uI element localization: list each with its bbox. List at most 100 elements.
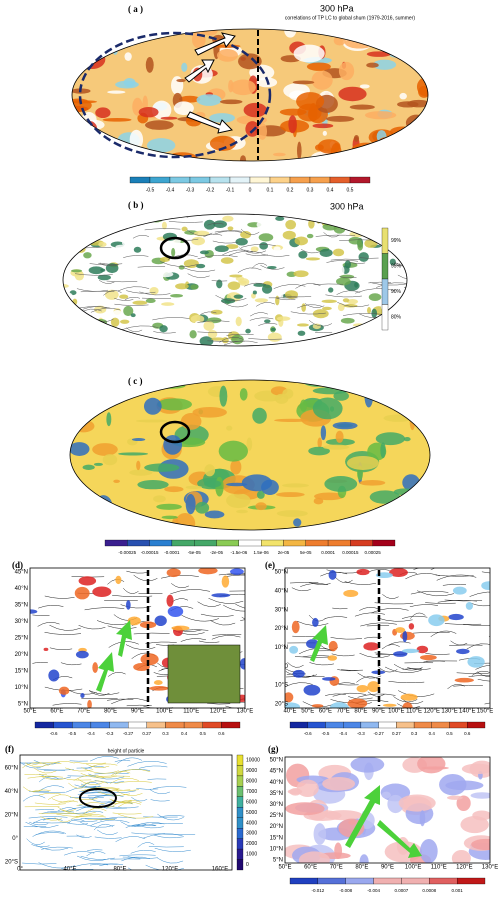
frame-c <box>69 379 431 531</box>
shading <box>399 92 407 100</box>
streamline <box>296 304 322 309</box>
shading <box>402 702 413 708</box>
shading <box>110 317 120 327</box>
shading <box>75 245 86 253</box>
streamline <box>355 288 396 294</box>
streamline <box>186 229 213 236</box>
colorbar-cell <box>396 721 415 729</box>
streamline <box>368 569 390 573</box>
shading <box>192 407 227 418</box>
streamline <box>41 810 75 814</box>
streamline <box>158 815 185 818</box>
shading <box>98 220 115 229</box>
x-tick-label: 70°E <box>337 709 350 715</box>
shading <box>323 444 350 450</box>
streamline <box>315 234 356 237</box>
colorbar-cell <box>189 176 211 184</box>
streamline <box>56 813 92 817</box>
shading <box>276 316 291 321</box>
colorbar-label: 90% <box>391 289 402 295</box>
streamline <box>93 823 114 831</box>
shading <box>416 645 429 654</box>
colorbar-label: 0.3 <box>162 731 169 736</box>
shading <box>137 480 169 490</box>
shading <box>143 397 162 415</box>
shading <box>231 334 244 345</box>
shading <box>179 95 201 103</box>
shading <box>194 320 202 327</box>
streamline <box>76 288 109 292</box>
shading <box>84 386 99 402</box>
y-tick-label: 30°N <box>270 802 283 808</box>
colorbar-cell <box>467 721 486 729</box>
shading <box>332 421 358 430</box>
streamline <box>215 295 247 302</box>
x-tick-label: 70°E <box>77 709 90 715</box>
colorbar-cell <box>350 539 373 547</box>
streamline <box>60 662 82 666</box>
colorbar-cell <box>104 539 128 547</box>
streamline <box>32 830 67 837</box>
shading <box>102 454 118 466</box>
shading <box>471 838 490 851</box>
colorbar-label: 1.5e-06 <box>254 550 270 555</box>
shading <box>171 625 190 631</box>
streamline <box>124 296 141 300</box>
streamline <box>106 698 134 701</box>
shading <box>124 282 130 286</box>
shading <box>87 699 92 708</box>
streamline <box>276 298 296 301</box>
streamline <box>66 779 92 781</box>
streamline <box>282 295 312 298</box>
x-tick-label: 120°E <box>424 709 440 715</box>
streamline <box>116 790 143 796</box>
colorbar-label: -0.4 <box>339 731 347 736</box>
y-tick-label: 10°N <box>275 645 288 651</box>
streamline <box>63 851 95 856</box>
shading <box>239 280 247 284</box>
shading <box>321 299 337 303</box>
streamline <box>123 587 139 594</box>
shading <box>298 851 330 863</box>
panel-label: (f) <box>5 744 14 754</box>
streamline <box>413 568 420 570</box>
colorbar-cell <box>372 539 396 547</box>
panel-label: (e) <box>265 560 275 570</box>
streamline <box>308 581 331 585</box>
shading <box>301 380 333 387</box>
streamline <box>90 819 130 826</box>
shading <box>229 274 243 278</box>
colorbar-cell <box>129 176 151 184</box>
subtitle: correlations of TP LC to global shum (19… <box>285 15 415 21</box>
streamline <box>325 693 346 696</box>
streamline <box>95 775 131 777</box>
shading <box>389 126 416 137</box>
colorbar-label: 95% <box>391 264 402 270</box>
shading <box>461 763 490 775</box>
shading <box>293 518 302 527</box>
shading <box>384 145 402 161</box>
shading <box>319 248 333 257</box>
colorbar-cell <box>327 539 351 547</box>
x-tick-label: 80°E <box>104 709 117 715</box>
streamline <box>261 253 290 257</box>
shading <box>230 79 256 96</box>
streamline <box>88 690 110 696</box>
streamline <box>463 623 490 627</box>
streamline <box>89 344 122 346</box>
x-tick-label: 100°E <box>388 709 404 715</box>
shading <box>351 329 357 335</box>
shading <box>250 246 259 252</box>
shading <box>448 613 464 621</box>
shading <box>221 575 230 588</box>
streamline <box>84 765 106 770</box>
streamline <box>35 845 69 851</box>
shading <box>452 586 467 595</box>
streamline <box>403 283 407 288</box>
shading <box>127 616 141 626</box>
shading <box>209 113 235 123</box>
shading <box>308 446 330 456</box>
colorbar-label: -0.3 <box>106 731 114 736</box>
shading <box>92 225 98 233</box>
colorbar-cell <box>456 877 486 885</box>
